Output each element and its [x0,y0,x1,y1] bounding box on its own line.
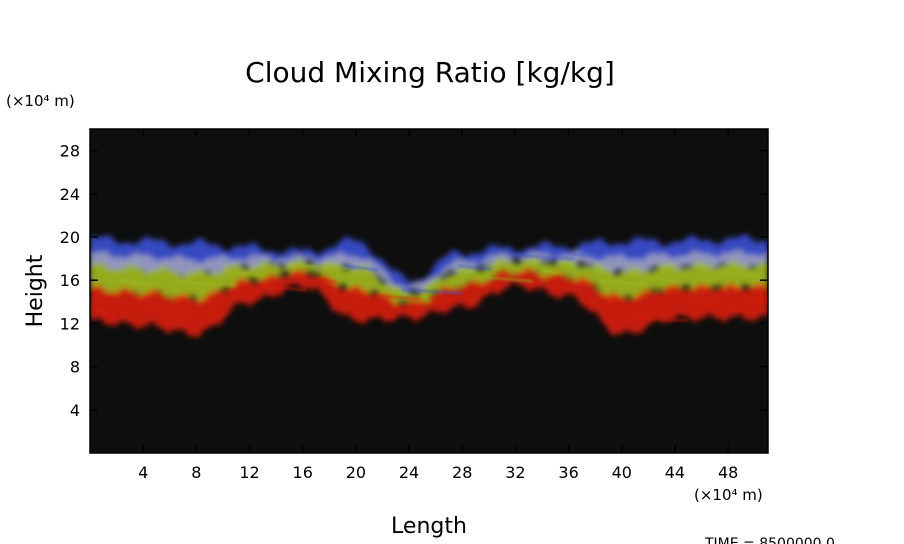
cloud-streak [486,276,534,283]
cloud-streak [118,279,152,286]
cloud-streak [627,316,688,322]
cloud-streak [684,300,718,306]
y-tick-label: 24 [60,185,80,204]
cloud-streak [656,276,677,283]
cloud-streak [429,296,450,303]
cloud-streak [599,279,647,286]
cloud-streak [514,254,575,261]
cloud-streak [344,265,379,271]
y-axis-unit: (×10⁴ m) [6,92,75,110]
y-tick-label: 12 [60,314,80,333]
x-tick-label: 28 [452,463,472,482]
y-tick-label: 20 [60,228,80,247]
plot-frame [89,128,769,454]
x-tick-label: 20 [346,463,366,482]
y-axis-ticks: 4 8 12 16 20 24 28 [60,142,768,420]
x-tick-label: 44 [665,463,685,482]
cloud-field [90,234,768,338]
y-tick-label: 4 [70,401,80,420]
cloud-streak [458,264,492,271]
cloud-streak [203,311,224,318]
cloud-band-lower [90,266,768,338]
cloud-streak [259,285,307,292]
x-tick-label: 48 [718,463,738,482]
y-tick-label: 28 [60,142,80,161]
cloud-streak [146,308,194,315]
cloud-streak [741,296,768,301]
cloud-streak [288,263,349,270]
cloud-band-upper [90,249,768,293]
cloud-streak [231,271,265,277]
y-tick-label: 16 [60,271,80,290]
y-tick-label: 8 [70,358,80,377]
x-tick-label: 32 [505,463,525,482]
cloud-band-top [90,234,768,291]
cloud-streak [571,252,605,259]
cloud-band-middle [90,256,768,306]
cloud-streak [712,270,760,277]
x-tick-label: 8 [191,463,201,482]
cloud-streak [316,277,337,284]
x-tick-label: 12 [239,463,259,482]
cloud-streak [90,307,111,314]
cloud-streak [401,288,462,295]
time-label: TIME = 8500000.0 [704,536,835,544]
x-axis-unit: (×10⁴ m) [694,486,763,504]
x-axis-label: Length [391,514,467,539]
cloud-streak [542,269,564,276]
x-tick-label: 24 [399,463,419,482]
chart-title: Cloud Mixing Ratio [kg/kg] [245,56,615,89]
x-axis-ticks: 4 8 12 16 20 24 28 32 36 40 44 48 [138,129,738,482]
x-tick-label: 40 [612,463,632,482]
cloud-streak [174,280,235,287]
y-axis-label: Height [23,254,48,327]
x-tick-label: 36 [558,463,578,482]
x-tick-label: 4 [138,463,148,482]
cloud-streak [373,294,420,301]
x-tick-label: 16 [293,463,313,482]
